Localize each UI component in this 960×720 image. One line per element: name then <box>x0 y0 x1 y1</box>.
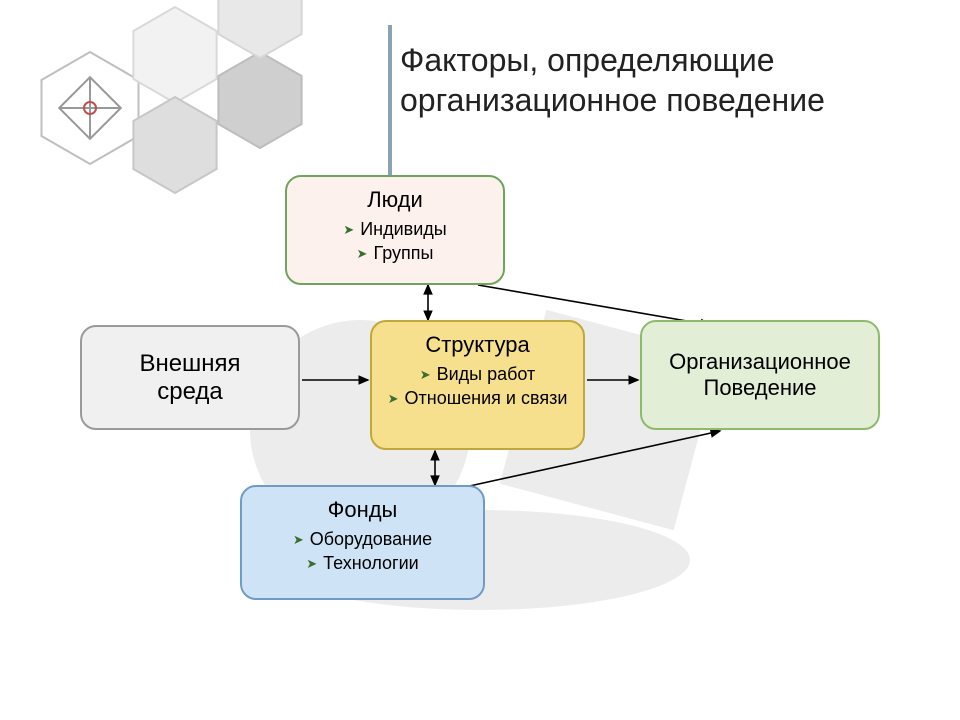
box-people-title: Люди <box>295 187 495 213</box>
title-line-2: организационное поведение <box>400 80 920 120</box>
box-env: Внешняясреда <box>80 325 300 430</box>
box-structure-items: Виды работОтношения и связи <box>380 362 575 411</box>
box-funds-items: ОборудованиеТехнологии <box>250 527 475 576</box>
box-people-items: ИндивидыГруппы <box>295 217 495 266</box>
box-people-item-1: Группы <box>295 241 495 265</box>
title-vertical-divider <box>388 25 392 185</box>
box-funds-title: Фонды <box>250 497 475 523</box>
box-structure: Структура Виды работОтношения и связи <box>370 320 585 450</box>
arrow-people-bottom-r-to-outcome-top <box>478 285 710 325</box>
box-funds-item-1: Технологии <box>250 551 475 575</box>
box-outcome-title2: Поведение <box>704 375 817 401</box>
box-people-item-0: Индивиды <box>295 217 495 241</box>
box-funds: Фонды ОборудованиеТехнологии <box>240 485 485 600</box>
diagram-canvas: Люди ИндивидыГруппы Внешняясреда Структура В… <box>60 165 910 665</box>
box-env-title2: среда <box>157 378 223 406</box>
box-structure-title: Структура <box>380 332 575 358</box>
box-funds-item-0: Оборудование <box>250 527 475 551</box>
title-line-1: Факторы, определяющие <box>400 40 920 80</box>
box-structure-item-1: Отношения и связи <box>380 386 575 410</box>
box-people: Люди ИндивидыГруппы <box>285 175 505 285</box>
box-outcome-title: Организационное <box>669 349 851 375</box>
box-structure-item-0: Виды работ <box>380 362 575 386</box>
slide-title: Факторы, определяющие организационное по… <box>400 40 920 120</box>
box-outcome: ОрганизационноеПоведение <box>640 320 880 430</box>
box-env-title: Внешняя <box>139 350 240 378</box>
